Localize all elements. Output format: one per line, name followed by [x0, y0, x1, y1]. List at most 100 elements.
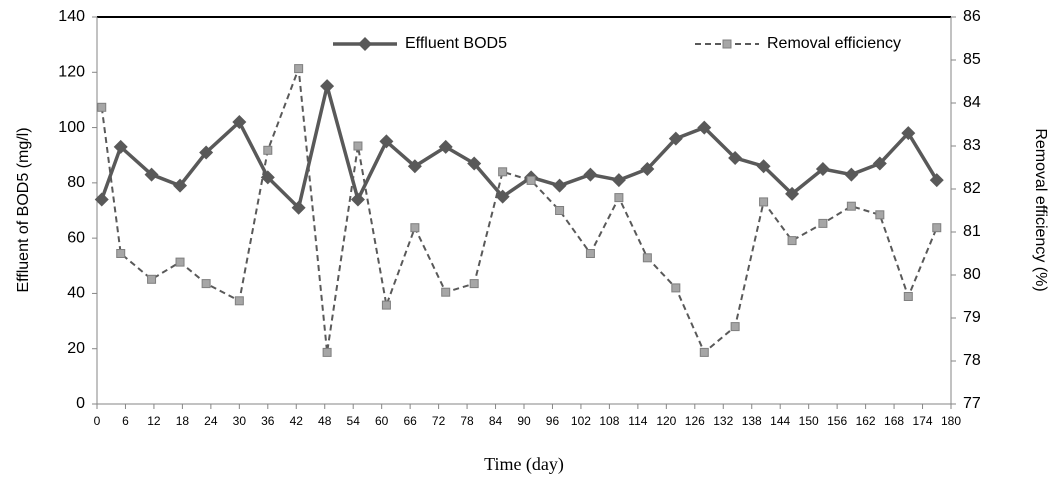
data-point — [350, 192, 365, 207]
data-point — [929, 173, 944, 188]
x-tick-label: 12 — [147, 414, 161, 428]
data-point — [199, 145, 214, 160]
data-point — [381, 300, 391, 310]
x-tick-label: 90 — [517, 414, 531, 428]
data-point — [901, 126, 916, 141]
y-tick-label: 140 — [58, 8, 85, 25]
legend-label: Effluent BOD5 — [405, 35, 507, 52]
legend-label: Removal efficiency — [767, 35, 901, 52]
data-point — [322, 347, 332, 357]
data-point — [291, 200, 306, 215]
data-point — [730, 322, 740, 332]
x-tick-label: 0 — [94, 414, 101, 428]
data-point — [320, 79, 335, 94]
data-point — [585, 249, 595, 258]
x-tick-label: 18 — [176, 414, 190, 428]
data-point — [699, 347, 709, 357]
x-tick-label: 132 — [713, 414, 733, 428]
y2-tick-label: 84 — [963, 94, 981, 111]
data-point — [232, 115, 247, 130]
data-point — [872, 156, 887, 171]
x-tick-label: 174 — [913, 414, 933, 428]
data-point — [97, 102, 107, 112]
x-tick-label: 84 — [489, 414, 503, 428]
data-point — [441, 287, 451, 297]
data-point — [173, 178, 188, 193]
y2-tick-label: 86 — [963, 8, 981, 25]
x-axis-label: Time (day) — [484, 454, 564, 475]
x-tick-label: 48 — [318, 414, 332, 428]
x-tick-label: 180 — [941, 414, 961, 428]
x-tick-label: 24 — [204, 414, 218, 428]
series-line — [100, 85, 939, 212]
x-tick-label: 138 — [742, 414, 762, 428]
y-tick-label: 40 — [67, 285, 85, 302]
data-point — [671, 283, 681, 293]
x-tick-label: 96 — [546, 414, 560, 428]
x-tick-label: 144 — [770, 414, 790, 428]
x-tick-label: 114 — [628, 414, 647, 428]
data-point — [234, 296, 244, 306]
data-point — [611, 173, 626, 188]
data-point — [815, 162, 830, 177]
data-point — [294, 64, 304, 74]
data-point — [697, 120, 712, 135]
data-point — [555, 206, 565, 215]
data-point — [467, 156, 482, 171]
data-point — [469, 279, 479, 289]
data-point — [844, 167, 859, 182]
y-tick-label: 20 — [67, 340, 85, 357]
y-tick-label: 100 — [58, 119, 85, 136]
data-point — [498, 167, 508, 177]
y-tick-label: 0 — [76, 395, 85, 412]
data-point — [113, 139, 128, 154]
x-tick-label: 102 — [571, 414, 591, 428]
y-tick-label: 120 — [58, 64, 85, 81]
data-point — [932, 223, 942, 233]
data-point — [379, 134, 394, 149]
x-tick-label: 66 — [403, 414, 417, 428]
y2-tick-label: 85 — [963, 51, 981, 68]
data-point — [642, 253, 652, 263]
data-point — [756, 159, 771, 174]
data-point — [263, 145, 273, 155]
data-point — [640, 162, 655, 177]
data-point — [759, 197, 769, 207]
x-tick-label: 162 — [856, 414, 876, 428]
data-point — [552, 178, 567, 193]
y2-tick-label: 81 — [963, 223, 981, 240]
x-tick-label: 30 — [233, 414, 247, 428]
legend-marker — [358, 37, 372, 51]
data-point — [583, 167, 598, 182]
data-point — [201, 279, 211, 289]
series-line — [100, 68, 938, 355]
y-tick-label: 80 — [67, 174, 85, 191]
x-tick-label: 126 — [685, 414, 705, 428]
x-tick-label: 54 — [347, 414, 361, 428]
data-point — [903, 292, 913, 301]
y2-tick-label: 80 — [963, 266, 981, 283]
data-point — [526, 175, 536, 185]
data-point — [787, 236, 797, 246]
y2-tick-label: 78 — [963, 352, 981, 369]
y-axis-label: Effluent of BOD5 (mg/l) — [15, 127, 32, 292]
data-point — [875, 210, 885, 220]
x-tick-label: 120 — [656, 414, 676, 428]
x-tick-label: 150 — [799, 414, 819, 428]
x-tick-label: 108 — [599, 414, 619, 428]
data-point — [438, 139, 453, 154]
data-point — [818, 218, 828, 228]
y2-tick-label: 79 — [963, 309, 981, 326]
y2-tick-label: 77 — [963, 395, 981, 412]
x-tick-label: 36 — [261, 414, 275, 428]
x-tick-label: 78 — [460, 414, 474, 428]
y2-tick-label: 83 — [963, 137, 981, 154]
data-point — [668, 131, 683, 146]
data-point — [144, 167, 159, 182]
legend-marker — [722, 39, 732, 49]
data-point — [147, 274, 157, 284]
data-point — [175, 257, 185, 267]
x-tick-label: 72 — [432, 414, 446, 428]
data-point — [728, 150, 743, 165]
